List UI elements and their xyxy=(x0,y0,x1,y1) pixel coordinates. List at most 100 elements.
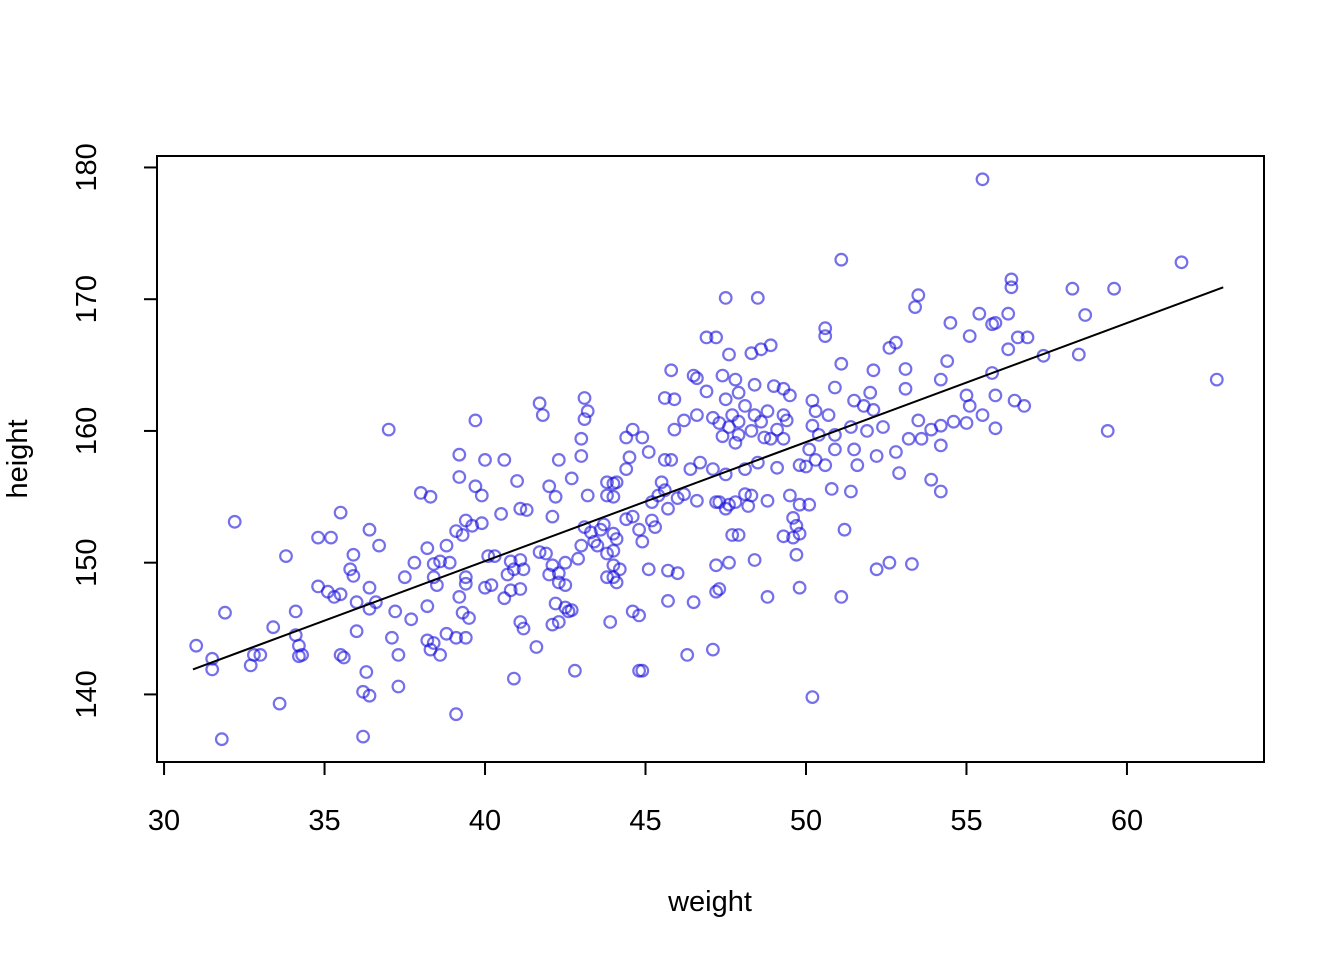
data-point xyxy=(590,538,605,553)
data-point xyxy=(542,479,557,494)
data-point xyxy=(381,422,396,437)
data-point xyxy=(311,530,326,545)
data-point xyxy=(513,501,528,516)
data-point xyxy=(635,534,650,549)
data-point xyxy=(632,608,646,623)
data-point xyxy=(718,291,733,305)
data-point xyxy=(1001,342,1016,357)
data-point xyxy=(391,679,406,694)
data-point xyxy=(914,431,929,446)
data-point xyxy=(407,555,422,570)
data-point xyxy=(657,391,672,405)
data-point xyxy=(388,604,403,619)
data-point xyxy=(600,546,614,561)
data-point xyxy=(1010,330,1025,345)
data-point xyxy=(1071,347,1086,362)
x-tick-label: 50 xyxy=(790,805,822,837)
data-point xyxy=(661,594,675,608)
data-point xyxy=(622,450,637,465)
data-point xyxy=(699,330,714,345)
data-point xyxy=(214,732,229,747)
y-tick-label: 140 xyxy=(71,670,103,718)
data-point xyxy=(706,642,720,657)
data-point xyxy=(580,404,595,419)
data-point xyxy=(962,329,977,344)
data-point xyxy=(828,380,842,395)
data-point xyxy=(988,388,1003,403)
data-point xyxy=(709,584,723,599)
data-point xyxy=(670,566,685,581)
y-tick-label: 170 xyxy=(71,275,103,323)
regression-line xyxy=(192,286,1224,671)
data-point xyxy=(802,442,817,457)
data-point xyxy=(596,517,611,532)
data-point xyxy=(1078,308,1093,322)
data-point xyxy=(760,590,775,604)
data-point xyxy=(738,399,752,413)
data-point xyxy=(227,514,242,529)
data-point xyxy=(706,462,720,477)
data-point xyxy=(625,509,640,524)
data-point xyxy=(837,522,852,537)
data-point xyxy=(603,615,618,629)
data-point xyxy=(632,522,646,537)
data-point xyxy=(243,658,258,673)
data-point xyxy=(686,368,701,383)
data-point xyxy=(532,545,547,559)
data-point xyxy=(876,420,890,434)
data-point xyxy=(911,288,926,303)
data-point xyxy=(818,321,833,336)
data-point xyxy=(266,620,281,635)
data-point xyxy=(619,512,634,527)
data-point xyxy=(792,497,807,512)
data-point xyxy=(362,522,377,537)
data-point xyxy=(574,538,589,553)
data-point xyxy=(372,538,387,553)
data-point xyxy=(455,528,470,542)
data-point xyxy=(609,575,624,590)
data-point xyxy=(776,529,791,544)
data-point xyxy=(776,431,791,446)
data-point xyxy=(346,547,361,562)
data-point xyxy=(844,484,858,499)
data-point xyxy=(911,413,926,428)
data-point xyxy=(648,520,662,534)
data-point xyxy=(808,404,823,419)
data-point xyxy=(677,413,691,428)
data-point xyxy=(481,549,496,563)
data-point xyxy=(359,665,374,679)
data-point xyxy=(1001,306,1016,321)
data-point xyxy=(770,460,784,475)
data-point xyxy=(657,453,672,467)
data-point xyxy=(545,509,560,524)
data-point xyxy=(715,368,730,383)
data-point xyxy=(362,580,377,595)
data-point xyxy=(449,707,464,722)
data-point xyxy=(1020,330,1035,345)
data-point xyxy=(715,429,730,444)
x-axis-title: weight xyxy=(667,886,752,918)
data-point xyxy=(725,528,740,542)
data-point xyxy=(324,530,338,545)
data-point xyxy=(763,338,778,353)
data-point xyxy=(818,329,833,344)
data-point xyxy=(667,422,682,437)
data-point xyxy=(738,462,752,477)
data-point xyxy=(564,603,579,617)
data-point xyxy=(860,424,874,438)
data-points xyxy=(189,172,1224,747)
data-point xyxy=(478,453,492,467)
data-point xyxy=(577,412,592,427)
data-point xyxy=(532,396,547,411)
data-point xyxy=(468,413,483,428)
data-point xyxy=(709,558,723,573)
axis-ticks xyxy=(144,166,1128,775)
data-point xyxy=(709,330,723,345)
data-point xyxy=(423,489,438,504)
data-point xyxy=(850,458,865,473)
data-point xyxy=(420,633,435,648)
data-point xyxy=(722,555,736,570)
data-point xyxy=(336,650,351,665)
data-point xyxy=(792,580,807,595)
data-point xyxy=(975,172,990,187)
